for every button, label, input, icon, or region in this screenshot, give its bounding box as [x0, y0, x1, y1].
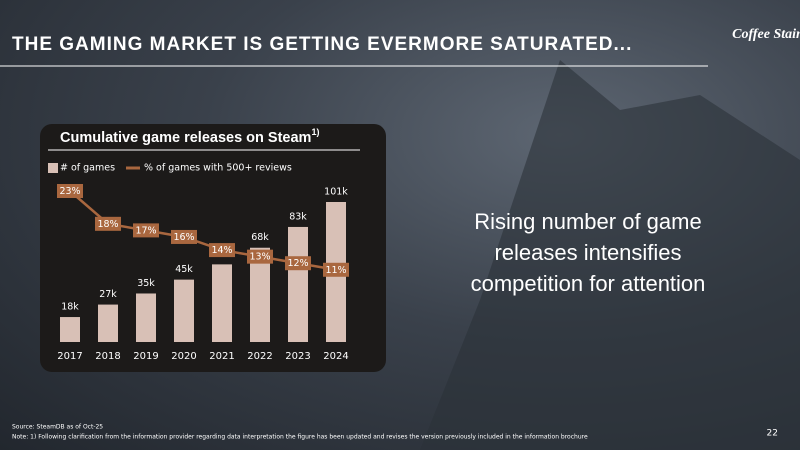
chart-title: Cumulative game releases on Steam1)	[60, 127, 319, 145]
line-value-label: 12%	[287, 258, 308, 269]
chart-title-text: Cumulative game releases on Steam	[60, 130, 311, 146]
line-point	[57, 184, 83, 198]
bar-value-label: 101k	[324, 187, 348, 198]
line-point	[171, 229, 197, 244]
line-value-label: 23%	[59, 186, 80, 197]
line-point	[285, 256, 311, 271]
line-point	[133, 223, 159, 238]
x-tick-label: 2024	[323, 351, 348, 362]
callout: Rising number of game releases intensifi…	[470, 209, 706, 296]
x-tick-label: 2022	[247, 351, 272, 362]
legend-label: % of games with 500+ reviews	[144, 163, 292, 174]
bar-value-label: 27k	[99, 289, 117, 300]
line-point	[247, 249, 273, 264]
bar	[60, 317, 80, 342]
bar	[212, 264, 232, 342]
bar	[174, 279, 194, 342]
bar	[136, 293, 156, 342]
x-tick-label: 2017	[57, 351, 82, 362]
line-value-label: 11%	[325, 265, 346, 276]
line-value-label: 17%	[135, 225, 156, 236]
bar-value-label: 68k	[251, 232, 269, 243]
legend-label: # of games	[60, 163, 115, 174]
x-tick-label: 2020	[171, 351, 196, 362]
page-number: 22	[767, 429, 778, 439]
line-value-label: 16%	[173, 232, 194, 243]
bar	[98, 304, 118, 342]
logo: Coffee Stain	[732, 27, 800, 42]
line-point	[95, 216, 121, 231]
bar	[288, 226, 308, 342]
bar-value-label: 35k	[137, 278, 155, 289]
legend-swatch	[48, 163, 58, 173]
chart-title-note: 1)	[311, 127, 319, 137]
bar	[250, 247, 270, 342]
x-tick-label: 2019	[133, 351, 158, 362]
source: Source: SteamDB as of Oct-25	[12, 424, 103, 431]
line-point	[323, 262, 349, 277]
bar-value-label: 83k	[289, 211, 307, 222]
bar-value-label: 45k	[175, 264, 193, 275]
line-value-label: 18%	[97, 219, 118, 230]
x-tick-label: 2018	[95, 351, 120, 362]
bar-value-label: 18k	[61, 302, 79, 313]
line-value-label: 14%	[211, 245, 232, 256]
slide-title: THE GAMING MARKET IS GETTING EVERMORE SA…	[12, 34, 632, 55]
x-tick-label: 2023	[285, 351, 310, 362]
x-tick-label: 2021	[209, 351, 234, 362]
line-value-label: 13%	[249, 252, 270, 263]
note: Note: 1) Following clarification from th…	[12, 434, 588, 441]
background-cliff	[420, 60, 800, 450]
line-point	[209, 243, 235, 258]
